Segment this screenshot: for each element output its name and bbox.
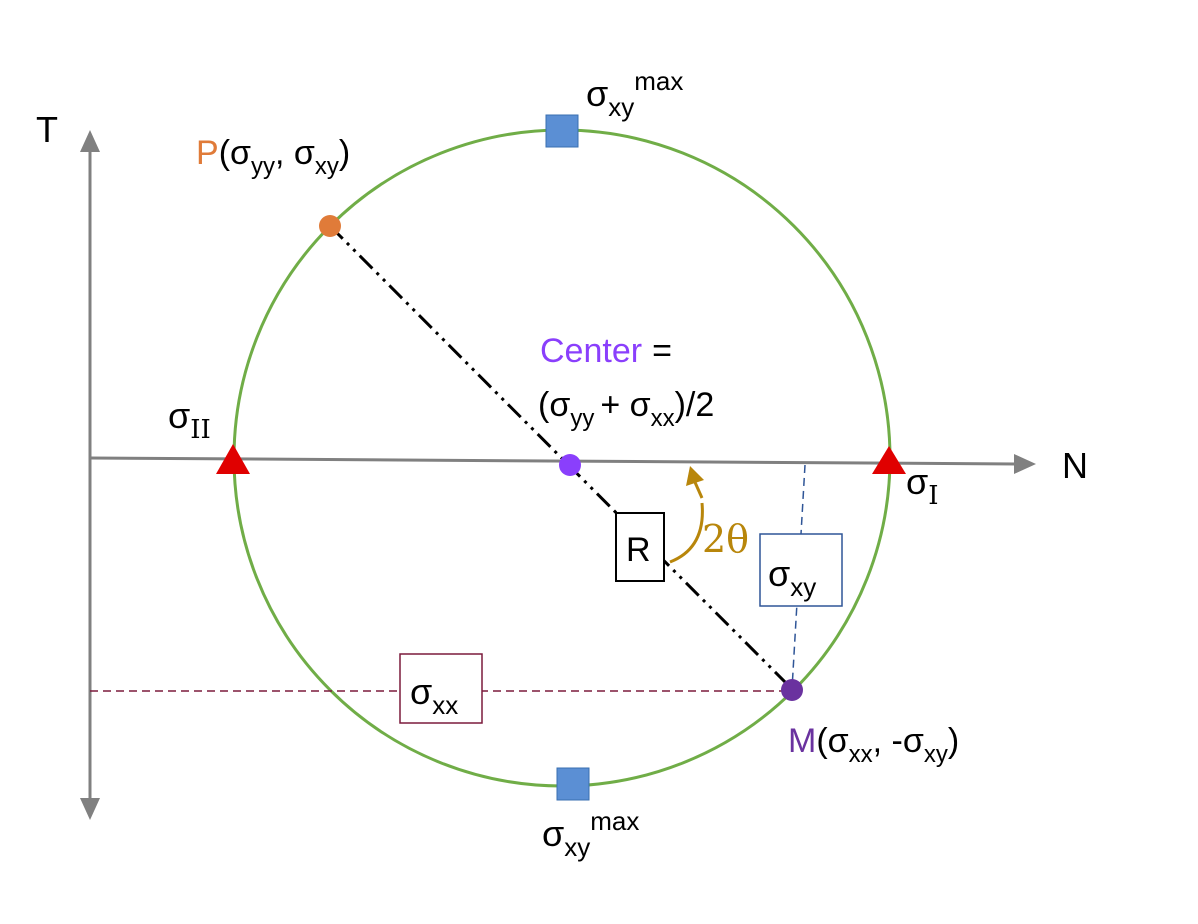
angle-arc — [669, 502, 704, 564]
angle-arrow-shaft — [692, 479, 704, 499]
shear-max-bottom-superscript: max — [590, 806, 639, 836]
shear-max-bottom-symbol: σ — [542, 813, 564, 854]
shear-max-top-label: σxymax — [586, 66, 683, 122]
point-p-label: P(σyy, σxy) — [196, 134, 350, 180]
center-label-word: Center — [540, 332, 642, 370]
n-axis-label: N — [1062, 445, 1088, 486]
sigma-xy-box-subscript: xy — [790, 572, 816, 602]
shear-max-bottom-marker — [556, 767, 590, 801]
n-axis — [89, 456, 1023, 466]
sigma-xx-box-symbol: σ — [410, 671, 432, 712]
center-formula-sub1: yy — [570, 405, 594, 432]
center-formula-open: (σ — [538, 386, 570, 424]
shear-max-bottom-subscript: xy — [564, 832, 590, 862]
point-p-marker — [319, 215, 341, 237]
angle-label: 2θ — [702, 517, 749, 561]
point-m-close: ) — [948, 722, 959, 760]
shear-max-top-marker — [545, 114, 579, 148]
radius-line — [328, 224, 794, 691]
point-p-sub2: xy — [315, 153, 339, 180]
sigma-xy-box — [759, 533, 843, 607]
sigma-xx-box-label: σxx — [410, 671, 458, 720]
point-m-letter: M — [788, 722, 816, 760]
point-m-open: (σ — [816, 722, 848, 760]
center-formula-plus: + σ — [600, 386, 650, 424]
sigma-xx-box — [399, 653, 483, 724]
shear-max-bottom-label: σxymax — [542, 806, 639, 862]
sigma-xy-dashed-line — [791, 464, 806, 690]
angle-arrowhead — [686, 466, 704, 486]
sigma-ii-symbol: σ — [168, 395, 190, 436]
point-m-sub1: xx — [849, 741, 873, 768]
shear-max-top-subscript: xy — [608, 92, 634, 122]
radius-label: R — [626, 531, 651, 569]
t-axis-bottom-arrowhead — [80, 798, 100, 820]
n-axis-arrowhead — [1014, 454, 1036, 474]
center-formula-sub2: xx — [651, 405, 675, 432]
center-formula-close: )/2 — [675, 386, 715, 424]
t-axis-top-arrowhead — [80, 130, 100, 152]
point-p-close: ) — [339, 134, 350, 172]
point-m-sub2: xy — [924, 741, 948, 768]
point-p-open: (σ — [219, 134, 251, 172]
sigma-i-marker — [872, 446, 906, 474]
point-p-letter: P — [196, 134, 219, 172]
sigma-i-subscript: I — [928, 481, 938, 511]
point-m-label: M(σxx, -σxy) — [788, 722, 959, 768]
point-p-sub1: yy — [251, 153, 275, 180]
center-point-marker — [559, 454, 581, 476]
sigma-xy-box-label: σxy — [768, 553, 816, 602]
point-p-sep: , σ — [275, 134, 315, 172]
sigma-ii-marker — [216, 444, 250, 474]
shear-max-top-symbol: σ — [586, 73, 608, 114]
sigma-xy-box-symbol: σ — [768, 553, 790, 594]
sigma-ii-subscript: II — [190, 415, 211, 445]
point-m-sep: , -σ — [873, 722, 924, 760]
sigma-ii-label: σII — [168, 395, 211, 445]
shear-max-top-superscript: max — [634, 66, 683, 96]
sigma-xx-box-subscript: xx — [432, 690, 458, 720]
point-m-marker — [781, 679, 803, 701]
t-axis-label: T — [36, 109, 58, 150]
center-label-line1: Center = — [540, 332, 672, 370]
center-label-equals: = — [652, 332, 672, 370]
sigma-i-symbol: σ — [906, 461, 928, 502]
radius-label-box — [615, 512, 665, 582]
sigma-i-label: σI — [906, 461, 939, 511]
center-formula: (σyy + σxx)/2 — [538, 386, 714, 432]
